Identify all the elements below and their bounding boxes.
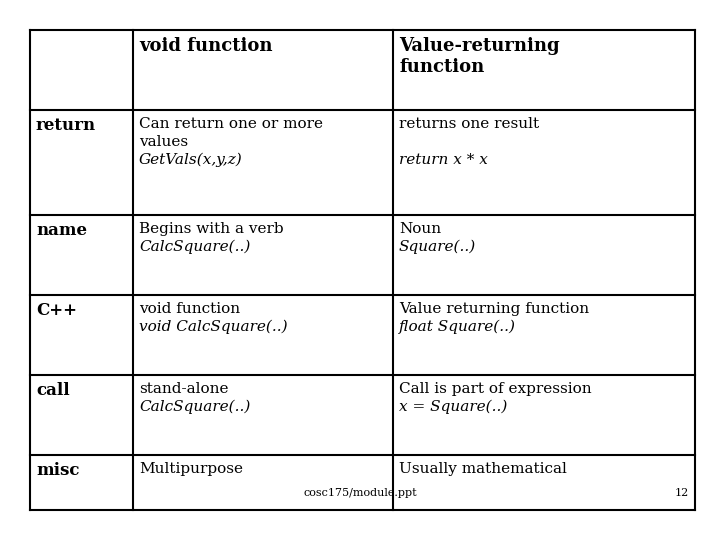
Text: float Square(..): float Square(..) xyxy=(399,320,516,334)
Text: Value returning function: Value returning function xyxy=(399,302,589,316)
Text: Can return one or more: Can return one or more xyxy=(139,117,323,131)
Text: CalcSquare(..): CalcSquare(..) xyxy=(139,240,251,254)
Text: Square(..): Square(..) xyxy=(399,240,476,254)
Text: void function: void function xyxy=(139,37,272,55)
Text: CalcSquare(..): CalcSquare(..) xyxy=(139,400,251,414)
Text: Multipurpose: Multipurpose xyxy=(139,462,243,476)
Text: cosc175/module.ppt: cosc175/module.ppt xyxy=(303,488,417,498)
Text: Begins with a verb: Begins with a verb xyxy=(139,222,284,236)
Text: void function: void function xyxy=(139,302,240,316)
Text: return x * x: return x * x xyxy=(399,153,488,167)
Text: stand-alone: stand-alone xyxy=(139,382,228,396)
Text: Value-returning
function: Value-returning function xyxy=(399,37,559,76)
Text: returns one result: returns one result xyxy=(399,117,539,131)
Text: Noun: Noun xyxy=(399,222,441,236)
Text: void CalcSquare(..): void CalcSquare(..) xyxy=(139,320,287,334)
Text: C++: C++ xyxy=(36,302,77,319)
Text: Call is part of expression: Call is part of expression xyxy=(399,382,592,396)
Text: GetVals(x,y,z): GetVals(x,y,z) xyxy=(139,153,243,167)
Text: Usually mathematical: Usually mathematical xyxy=(399,462,567,476)
Text: misc: misc xyxy=(36,462,79,479)
Text: values: values xyxy=(139,135,188,149)
Text: call: call xyxy=(36,382,70,399)
Text: x = Square(..): x = Square(..) xyxy=(399,400,508,414)
Text: return: return xyxy=(36,117,96,134)
Text: 12: 12 xyxy=(675,488,689,498)
Text: name: name xyxy=(36,222,87,239)
